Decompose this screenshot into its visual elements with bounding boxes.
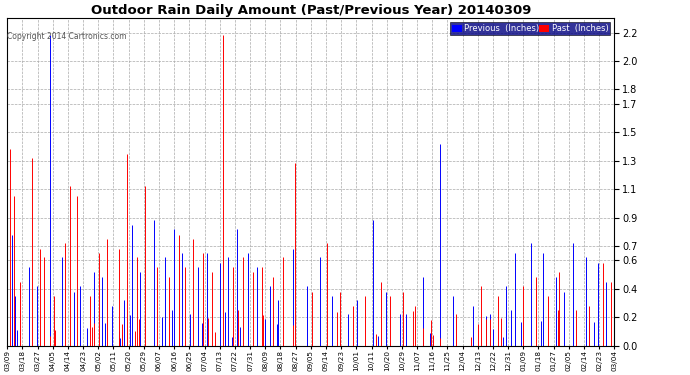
Legend: Previous  (Inches), Past  (Inches): Previous (Inches), Past (Inches) <box>450 22 610 35</box>
Text: Copyright 2014 Cartronics.com: Copyright 2014 Cartronics.com <box>7 32 126 41</box>
Title: Outdoor Rain Daily Amount (Past/Previous Year) 20140309: Outdoor Rain Daily Amount (Past/Previous… <box>90 4 531 17</box>
